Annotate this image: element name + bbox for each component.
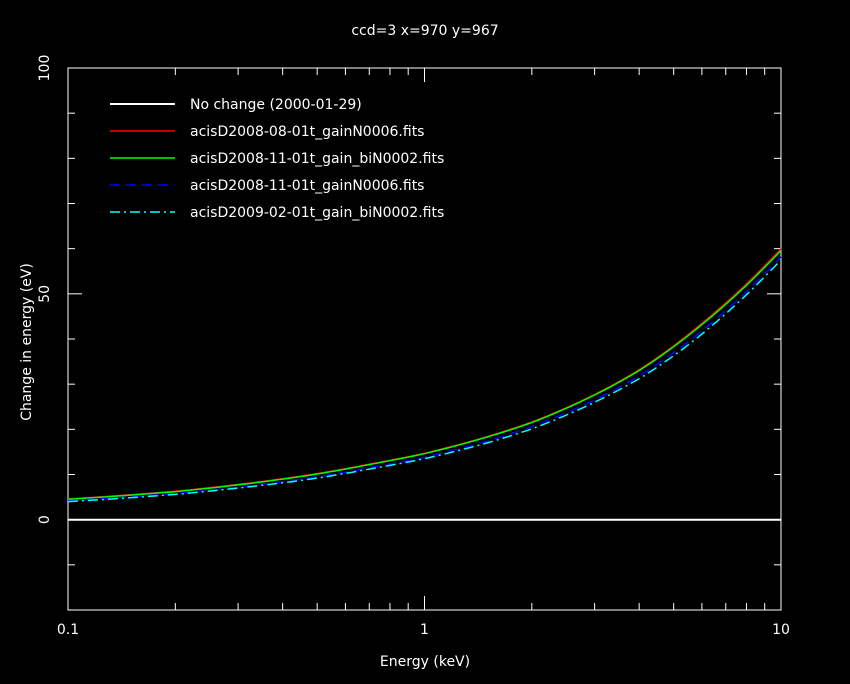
plot-frame [67,67,782,611]
y-tick-label: 0 [37,515,53,524]
series-line-5 [67,259,782,503]
series-line-4 [67,256,782,502]
series-layer [67,248,782,521]
legend-label: No change (2000-01-29) [190,97,362,113]
chart-title: ccd=3 x=970 y=967 [351,23,498,39]
x-tick-label: 1 [420,622,429,638]
legend-label: acisD2008-11-01t_gainN0006.fits [190,178,424,194]
x-tick-label: 10 [772,622,790,638]
x-tick-label: 0.1 [57,622,79,638]
x-axis-label: Energy (keV) [380,654,470,670]
legend: No change (2000-01-29) acisD2008-08-01t_g… [110,97,444,221]
series-line-2 [67,248,782,500]
y-axis-label: Change in energy (eV) [19,263,35,421]
y-tick-label: 100 [37,55,53,82]
series-line-3 [67,249,782,501]
legend-label: acisD2009-02-01t_gain_biN0002.fits [190,205,444,221]
legend-label: acisD2008-08-01t_gainN0006.fits [190,124,424,140]
legend-label: acisD2008-11-01t_gain_biN0002.fits [190,151,444,167]
y-tick-label: 50 [37,285,53,303]
